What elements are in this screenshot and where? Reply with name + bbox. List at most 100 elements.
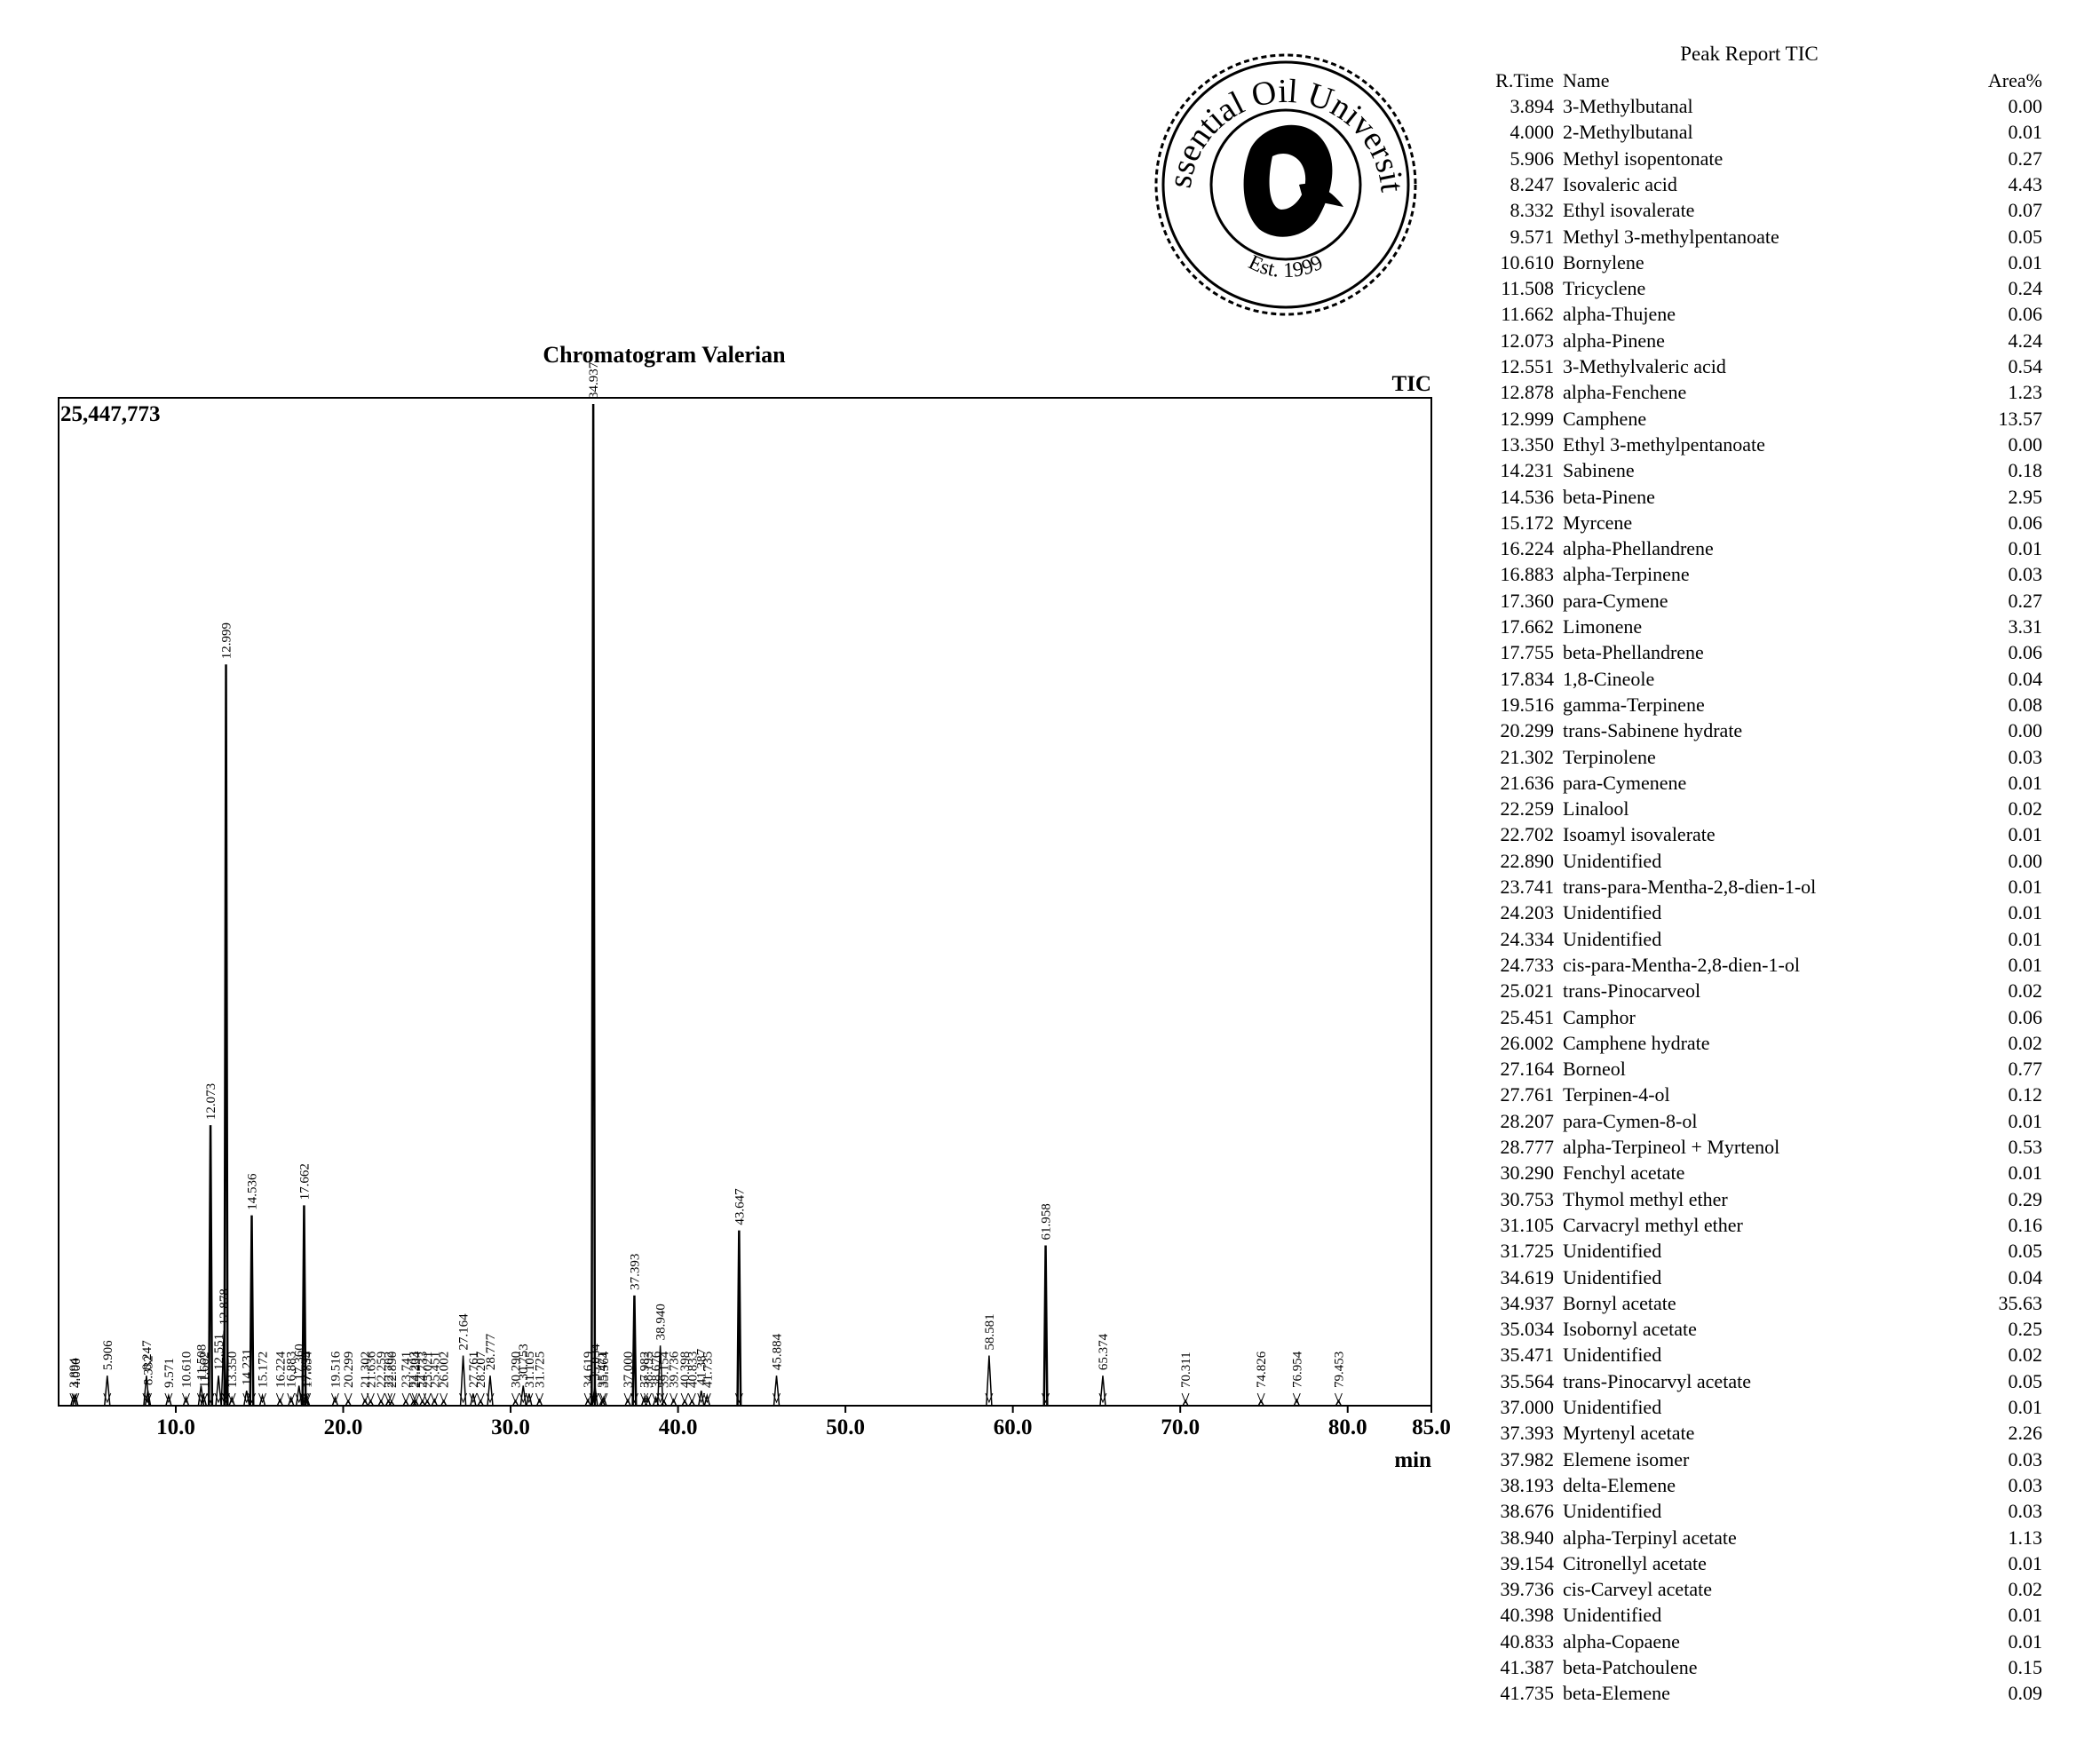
peak-label: 24.334 bbox=[409, 1351, 424, 1388]
cell-area: 0.01 bbox=[2008, 1551, 2043, 1574]
peak-8.332 bbox=[144, 1390, 152, 1407]
cell-area: 0.03 bbox=[2008, 1473, 2043, 1496]
cell-name: Limonene bbox=[1563, 615, 1643, 638]
cell-rtime: 17.834 bbox=[1500, 667, 1555, 690]
peak-baseline-marker bbox=[734, 1392, 743, 1404]
cell-rtime: 16.224 bbox=[1500, 537, 1555, 560]
cell-rtime: 15.172 bbox=[1500, 511, 1555, 534]
peak-9.571 bbox=[165, 1392, 172, 1407]
peak-report-row: 24.334 Unidentified 0.01 bbox=[1456, 926, 2043, 952]
peak-report-row: 21.636 para-Cymenene 0.01 bbox=[1456, 770, 2043, 796]
peak-baseline-marker bbox=[103, 1392, 112, 1404]
peak-24.203 bbox=[410, 1399, 417, 1407]
peak-label: 24.733 bbox=[416, 1352, 431, 1388]
cell-name: Bornylene bbox=[1563, 250, 1644, 274]
peak-report-row: 10.610 Bornylene 0.01 bbox=[1456, 250, 2043, 275]
x-axis: 10.0 20.0 30.0 40.0 50.0 60.0 70.0 80.0 85.0 bbox=[156, 1406, 1451, 1439]
cell-rtime: 39.154 bbox=[1500, 1551, 1555, 1574]
peak-baseline-marker bbox=[384, 1392, 392, 1404]
cell-rtime: 22.702 bbox=[1500, 823, 1555, 846]
peak-label: 41.735 bbox=[701, 1352, 715, 1388]
peak-report-row: 31.105 Carvacryl methyl ether 0.16 bbox=[1456, 1212, 2043, 1238]
peak-label: 25.021 bbox=[421, 1352, 435, 1388]
cell-name: alpha-Copaene bbox=[1563, 1629, 1680, 1653]
peak-17.755 bbox=[302, 1392, 309, 1407]
cell-rtime: 31.105 bbox=[1500, 1213, 1555, 1236]
cell-area: 0.01 bbox=[2008, 1109, 2043, 1132]
peak-label: 16.883 bbox=[285, 1352, 299, 1388]
peak-70.311 bbox=[1182, 1399, 1189, 1407]
peak-label: 14.536 bbox=[245, 1173, 259, 1210]
cell-name: cis-Carveyl acetate bbox=[1563, 1578, 1712, 1601]
peak-label: 34.937 bbox=[587, 361, 601, 399]
peak-report-row: 20.299 trans-Sabinene hydrate 0.00 bbox=[1456, 717, 2043, 743]
peak-label: 22.890 bbox=[385, 1352, 400, 1388]
cell-area: 0.25 bbox=[2008, 1318, 2043, 1341]
peak-baseline-marker bbox=[376, 1392, 385, 1404]
cell-rtime: 38.940 bbox=[1500, 1526, 1555, 1549]
peak-27.164 bbox=[459, 1355, 467, 1407]
cell-area: 0.02 bbox=[2008, 1031, 2043, 1054]
cell-area: 0.01 bbox=[2008, 901, 2043, 924]
peak-report-row: 30.290 Fenchyl acetate 0.01 bbox=[1456, 1160, 2043, 1185]
cell-name: Unidentified bbox=[1563, 1500, 1662, 1523]
cell-name: alpha-Terpinyl acetate bbox=[1563, 1526, 1737, 1549]
peak-baseline-marker bbox=[164, 1392, 173, 1404]
peak-35.564 bbox=[600, 1395, 607, 1407]
cell-name: alpha-Pinene bbox=[1563, 329, 1665, 352]
peak-report-row: 16.224 alpha-Phellandrene 0.01 bbox=[1456, 535, 2043, 561]
cell-rtime: 35.034 bbox=[1500, 1318, 1555, 1341]
peak-74.826 bbox=[1257, 1399, 1264, 1407]
cell-name: Methyl 3-methylpentanoate bbox=[1563, 225, 1779, 248]
peak-label: 17.662 bbox=[297, 1163, 312, 1200]
cell-rtime: 25.451 bbox=[1500, 1005, 1555, 1028]
peak-report-row: 37.982 Elemene isomer 0.03 bbox=[1456, 1447, 2043, 1472]
cell-rtime: 41.387 bbox=[1500, 1656, 1555, 1678]
peak-baseline-marker bbox=[687, 1392, 696, 1404]
peak-report-row: 22.890 Unidentified 0.00 bbox=[1456, 848, 2043, 874]
peak-label: 39.736 bbox=[668, 1351, 682, 1388]
peak-label: 38.193 bbox=[642, 1352, 656, 1388]
cell-rtime: 12.551 bbox=[1500, 355, 1555, 377]
cell-area: 0.03 bbox=[2008, 1500, 2043, 1523]
peak-label: 70.311 bbox=[1179, 1352, 1193, 1388]
cell-area: 0.07 bbox=[2008, 199, 2043, 222]
peak-baseline-marker bbox=[409, 1392, 418, 1404]
cell-area: 0.18 bbox=[2008, 459, 2043, 482]
peak-report-row: 12.551 3-Methylvaleric acid 0.54 bbox=[1456, 353, 2043, 379]
peak-5.906 bbox=[104, 1375, 111, 1407]
peak-26.002 bbox=[440, 1399, 448, 1407]
peak-baseline-marker bbox=[344, 1392, 353, 1404]
cell-name: 3-Methylbutanal bbox=[1563, 95, 1693, 117]
peak-report-row: 21.302 Terpinolene 0.03 bbox=[1456, 744, 2043, 770]
cell-name: Unidentified bbox=[1563, 1265, 1662, 1288]
cell-rtime: 12.073 bbox=[1500, 329, 1555, 352]
peak-baseline-marker bbox=[361, 1392, 369, 1404]
peak-report-row: 12.878 alpha-Fenchene 1.23 bbox=[1456, 379, 2043, 405]
peak-baseline-marker bbox=[640, 1392, 649, 1404]
cell-rtime: 11.662 bbox=[1501, 303, 1554, 326]
peak-baseline-marker bbox=[303, 1392, 312, 1404]
cell-rtime: 28.207 bbox=[1500, 1109, 1555, 1132]
peak-20.299 bbox=[345, 1399, 352, 1407]
peak-10.610 bbox=[182, 1395, 190, 1407]
peak-report-row: 22.259 Linalool 0.02 bbox=[1456, 796, 2043, 821]
peak-report-row: 25.021 trans-Pinocarveol 0.02 bbox=[1456, 978, 2043, 1003]
peak-baseline-marker bbox=[287, 1392, 296, 1404]
peak-12.999 bbox=[223, 664, 229, 1407]
peak-label: 3.894 bbox=[67, 1358, 82, 1388]
cell-area: 2.95 bbox=[2008, 485, 2043, 508]
peak-report-row: 27.761 Terpinen-4-ol 0.12 bbox=[1456, 1082, 2043, 1107]
cell-area: 0.06 bbox=[2008, 1005, 2043, 1028]
essential-oil-university-logo: Essential Oil University Est. 1999 bbox=[1142, 22, 1419, 318]
cell-area: 0.01 bbox=[2008, 250, 2043, 274]
peak-report-row: 34.619 Unidentified 0.04 bbox=[1456, 1264, 2043, 1290]
peak-label: 16.224 bbox=[273, 1351, 288, 1388]
cell-name: Unidentified bbox=[1563, 1396, 1662, 1418]
peak-label: 25.451 bbox=[428, 1352, 442, 1388]
cell-name: Borneol bbox=[1563, 1058, 1626, 1081]
peak-15.172 bbox=[258, 1392, 266, 1407]
cell-rtime: 3.894 bbox=[1510, 95, 1555, 117]
cell-area: 0.04 bbox=[2008, 667, 2043, 690]
cell-rtime: 34.937 bbox=[1500, 1291, 1555, 1314]
